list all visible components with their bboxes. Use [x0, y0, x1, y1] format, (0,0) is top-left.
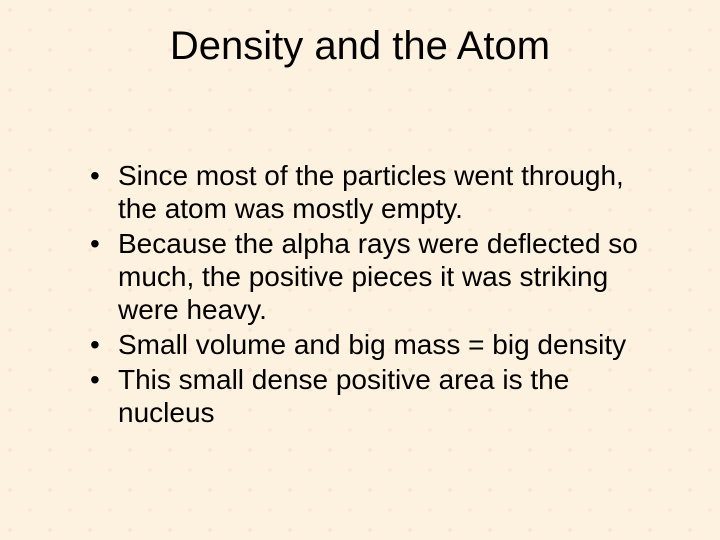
bullet-item: Because the alpha rays were deflected so… — [90, 227, 660, 326]
bullet-item: This small dense positive area is the nu… — [90, 363, 660, 429]
bullet-item: Since most of the particles went through… — [90, 159, 660, 225]
bullet-list: Since most of the particles went through… — [60, 159, 660, 429]
slide: Density and the Atom Since most of the p… — [0, 0, 720, 540]
slide-title: Density and the Atom — [60, 24, 660, 69]
bullet-item: Small volume and big mass = big density — [90, 328, 660, 361]
